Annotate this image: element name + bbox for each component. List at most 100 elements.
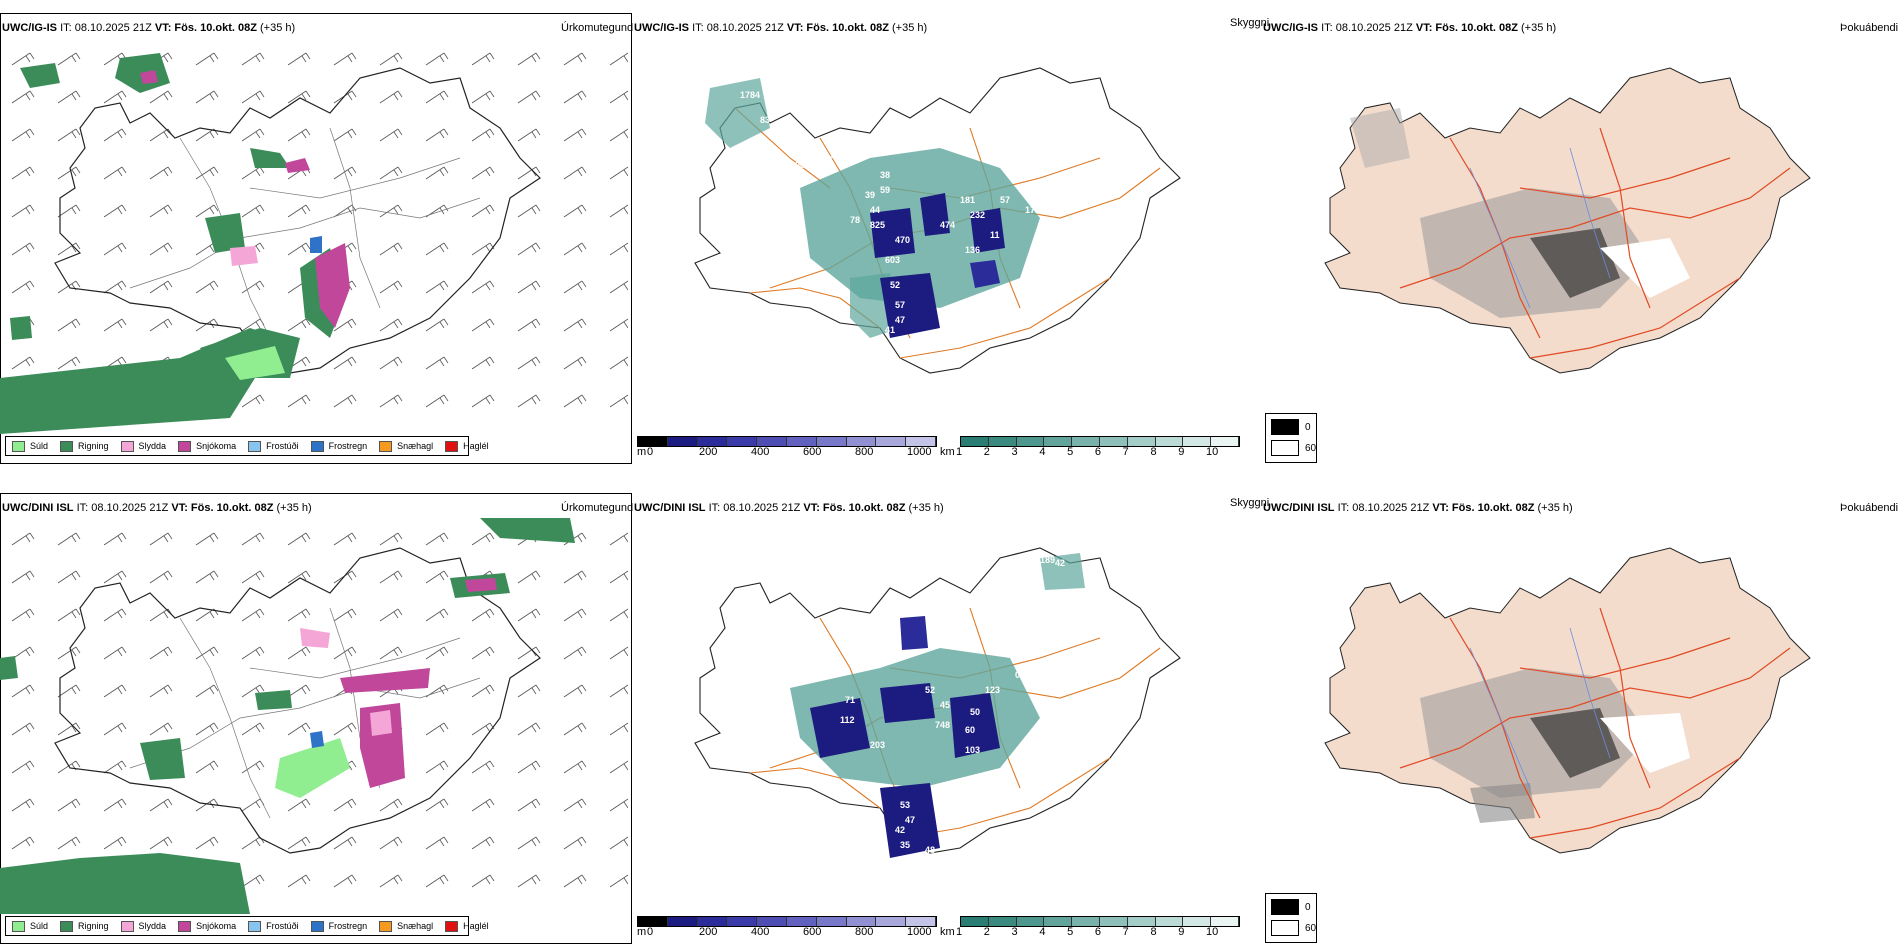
wind-barb (517, 836, 541, 850)
cloud-base-label: 60 (965, 725, 975, 735)
wind-barb (609, 760, 628, 774)
row-1: UWC/IG-IS IT: 08.10.2025 21Z VT: Fös. 10… (0, 0, 1900, 470)
wind-barb (425, 760, 449, 774)
legend-swatch (12, 920, 25, 932)
wind-barb (195, 760, 219, 774)
wind-barb (517, 128, 541, 142)
colorbar-segment (816, 437, 847, 446)
wind-barb (471, 204, 495, 218)
wind-barb (609, 646, 628, 660)
colorbar-tick: 3 (1011, 926, 1018, 938)
cloud-base-label: 83 (760, 115, 770, 125)
legend-label: Slydda (138, 921, 167, 931)
colorbar-tick: 6 (1094, 446, 1101, 458)
colorbar-tick: 10 (1206, 446, 1219, 458)
wind-barb (149, 836, 173, 850)
wind-barb (149, 608, 173, 622)
legend-swatch (178, 920, 192, 932)
wind-barb (11, 90, 35, 104)
wind-barb (563, 318, 587, 332)
colorbar-tick: 7 (1122, 926, 1129, 938)
colorbar-tick: 800 (855, 446, 874, 458)
wind-barb (333, 52, 357, 66)
cloud-base-label: 52 (925, 685, 935, 695)
legend-label: Súld (30, 921, 49, 931)
wind-barb (563, 836, 587, 850)
wind-barb (149, 570, 173, 584)
visibility-colorbar: km 1 2 3 4 5 6 7 8 9 10 (940, 916, 1240, 940)
wind-barb (563, 722, 587, 736)
model-name: UWC/DINI ISL (634, 502, 706, 514)
wind-barb (609, 798, 628, 812)
wind-barb (517, 570, 541, 584)
legend-swatch (60, 920, 74, 932)
panel-title: Þokuábendi (1840, 22, 1899, 34)
colorbar-tick: 0 (647, 926, 654, 938)
wind-barb (195, 166, 219, 180)
wind-barb (57, 242, 81, 256)
wind-barb (609, 608, 628, 622)
wind-barb (103, 532, 127, 546)
wind-barb (57, 836, 81, 850)
wind-barb (471, 318, 495, 332)
wind-barb (11, 836, 35, 850)
wind-barb (425, 318, 449, 332)
wind-barb (379, 874, 403, 888)
legend-swatch (120, 920, 134, 932)
legend-item: Súld (12, 920, 49, 932)
wind-barb (517, 318, 541, 332)
colorbar-segment (757, 437, 787, 446)
legend-label: Snjókoma (196, 441, 237, 451)
precip-areas (0, 53, 350, 434)
wind-barb (563, 90, 587, 104)
wind-barb (333, 874, 357, 888)
colorbar-segment (697, 917, 728, 926)
colorbar-segment (816, 917, 847, 926)
legend-label: Haglél (463, 441, 489, 451)
wind-barb (517, 646, 541, 660)
colorbar-tick: 2 (983, 446, 990, 458)
legend-label: Slydda (138, 441, 167, 451)
colorbar-segment (1016, 917, 1045, 926)
cloud-base-label: 136 (965, 245, 980, 255)
precip-type-map (0, 52, 628, 434)
colorbar-tick: 400 (751, 446, 770, 458)
wind-barb (379, 280, 403, 294)
row-2: UWC/DINI ISL IT: 08.10.2025 21Z VT: Fös.… (0, 480, 1900, 950)
wind-barb (379, 394, 403, 408)
cloud-base-colorbar: m 0 200 400 600 800 1000 (637, 916, 937, 940)
cloud-base-label: 44 (870, 205, 880, 215)
model-name: UWC/IG-IS (2, 22, 57, 34)
rivers (1469, 627, 1611, 789)
wind-barb (333, 90, 357, 104)
legend-label: Haglél (463, 921, 489, 931)
wind-barb (57, 52, 81, 66)
colorbar-tick: 0 (647, 446, 654, 458)
wind-barb (11, 684, 35, 698)
wind-barbs (11, 52, 628, 408)
wind-barb (287, 242, 311, 256)
wind-barb (103, 684, 127, 698)
wind-barb (471, 52, 495, 66)
init-time: IT: 08.10.2025 21Z (1337, 502, 1430, 514)
cloud-base-label: 97 (960, 145, 970, 155)
legend-item: Snæhagl (379, 440, 433, 452)
colorbar-tick: 2 (983, 926, 990, 938)
colorbar-segment (1183, 437, 1212, 446)
cloud-base-label: 47 (895, 315, 905, 325)
wind-barb (425, 722, 449, 736)
wind-barb (287, 90, 311, 104)
valid-time: VT: Fös. 10.okt. 08Z (1432, 502, 1535, 514)
wind-barb (379, 166, 403, 180)
wind-barb (609, 570, 628, 584)
colorbar-tick: 600 (803, 446, 822, 458)
legend-swatch (310, 440, 324, 452)
colorbar-segment (1183, 917, 1212, 926)
fog-scale: 0 60 (1265, 413, 1317, 463)
legend-swatch (248, 440, 262, 452)
wind-barb (103, 722, 127, 736)
cloud-base-label: 45 (940, 700, 950, 710)
cloud-base-areas (870, 193, 1005, 338)
legend-swatch (445, 920, 459, 932)
